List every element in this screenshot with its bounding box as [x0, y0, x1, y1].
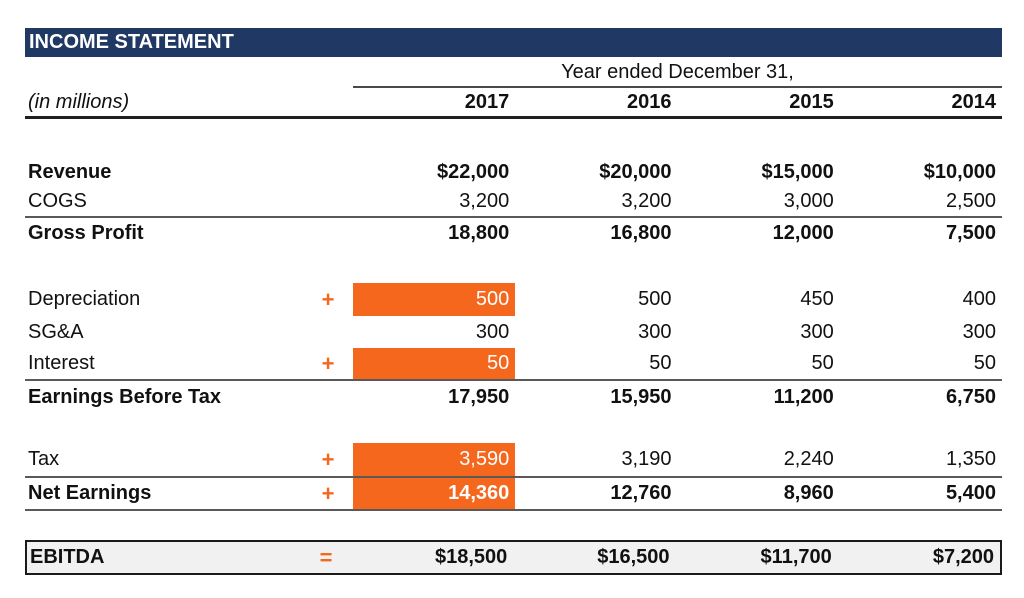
value-cell: 50	[811, 352, 834, 374]
year-header-2015: 2015	[789, 90, 834, 113]
row-depreciation: Depreciation + 500 500 450 400	[25, 283, 1002, 316]
row-label: EBITDA	[30, 546, 105, 568]
value-cell: 2,240	[783, 448, 834, 470]
value-cell: 3,190	[621, 448, 672, 470]
row-ebitda: EBITDA = $18,500 $16,500 $11,700 $7,200	[25, 540, 1002, 575]
value-cell: 8,960	[783, 482, 834, 504]
value-cell: 2,500	[945, 190, 996, 212]
row-label: Tax	[28, 448, 60, 470]
row-label: Net Earnings	[28, 482, 152, 504]
row-interest: Interest + 50 50 50 50	[25, 348, 1002, 381]
row-label: Revenue	[28, 160, 112, 183]
value-cell: 15,950	[610, 385, 672, 408]
value-cell: 300	[475, 320, 510, 343]
value-cell: 1,350	[945, 448, 996, 470]
value-cell: 11,200	[773, 385, 834, 408]
row-net-earnings: Net Earnings + 14,360 12,760 8,960 5,400	[25, 478, 1002, 511]
value-cell: 400	[962, 288, 996, 310]
value-cell: $22,000	[436, 160, 510, 183]
row-label: Depreciation	[28, 288, 141, 310]
year-header-2016: 2016	[627, 90, 672, 113]
plus-operator: +	[321, 480, 335, 506]
year-header-row: (in millions) 2017 2016 2015 2014	[25, 88, 1002, 119]
page-title: INCOME STATEMENT	[29, 31, 234, 53]
value-cell-highlighted: 14,360	[353, 478, 516, 509]
value-cell: $16,500	[597, 546, 670, 568]
value-cell: 500	[638, 288, 672, 310]
value-cell: $20,000	[599, 160, 672, 183]
value-cell: $15,000	[761, 160, 834, 183]
value-cell: $7,200	[932, 546, 994, 568]
row-label: Earnings Before Tax	[28, 385, 222, 408]
year-header-2014: 2014	[951, 90, 997, 113]
value-cell-highlighted: 50	[353, 348, 516, 379]
value-cell: 300	[638, 320, 672, 343]
value-cell-highlighted: 500	[353, 283, 516, 316]
row-cogs: COGS 3,200 3,200 3,000 2,500	[25, 187, 1002, 218]
value-cell: 450	[800, 288, 834, 310]
value-cell: 5,400	[945, 482, 996, 504]
row-revenue: Revenue $22,000 $20,000 $15,000 $10,000	[25, 157, 1002, 187]
value-cell: 16,800	[610, 221, 672, 244]
value-cell: 50	[973, 352, 996, 374]
row-gross-profit: Gross Profit 18,800 16,800 12,000 7,500	[25, 218, 1002, 248]
value-cell: 7,500	[945, 221, 996, 244]
period-header-row: Year ended December 31,	[25, 60, 1002, 88]
value-cell: 3,200	[621, 190, 672, 212]
equals-operator: =	[319, 544, 333, 570]
value-cell: 12,000	[772, 221, 834, 244]
row-label: Interest	[28, 352, 95, 374]
value-cell: 300	[962, 320, 996, 343]
value-cell: 3,000	[783, 190, 834, 212]
plus-operator: +	[321, 350, 335, 376]
value-cell: $11,700	[760, 546, 832, 568]
value-cell: 50	[649, 352, 672, 374]
row-tax: Tax + 3,590 3,190 2,240 1,350	[25, 443, 1002, 478]
title-bar: INCOME STATEMENT	[25, 28, 1002, 57]
row-label: SG&A	[28, 320, 84, 343]
value-cell: 3,200	[459, 190, 510, 212]
plus-operator: +	[321, 286, 335, 312]
year-header-2017: 2017	[464, 90, 510, 113]
value-cell: $10,000	[923, 160, 996, 183]
income-statement-table: Year ended December 31, (in millions) 20…	[25, 60, 1002, 575]
value-cell: 300	[800, 320, 834, 343]
row-label: Gross Profit	[28, 221, 144, 244]
row-label: COGS	[28, 190, 87, 212]
row-earnings-before-tax: Earnings Before Tax 17,950 15,950 11,200…	[25, 381, 1002, 413]
value-cell: 6,750	[945, 385, 996, 408]
value-cell: 17,950	[448, 385, 510, 408]
plus-operator: +	[321, 446, 335, 472]
period-header: Year ended December 31,	[353, 60, 1002, 88]
units-label: (in millions)	[28, 90, 130, 113]
value-cell: 18,800	[448, 221, 510, 244]
row-sga: SG&A 300 300 300 300	[25, 316, 1002, 348]
value-cell: $18,500	[434, 546, 508, 568]
value-cell: 12,760	[610, 482, 672, 504]
value-cell-highlighted: 3,590	[353, 443, 516, 476]
